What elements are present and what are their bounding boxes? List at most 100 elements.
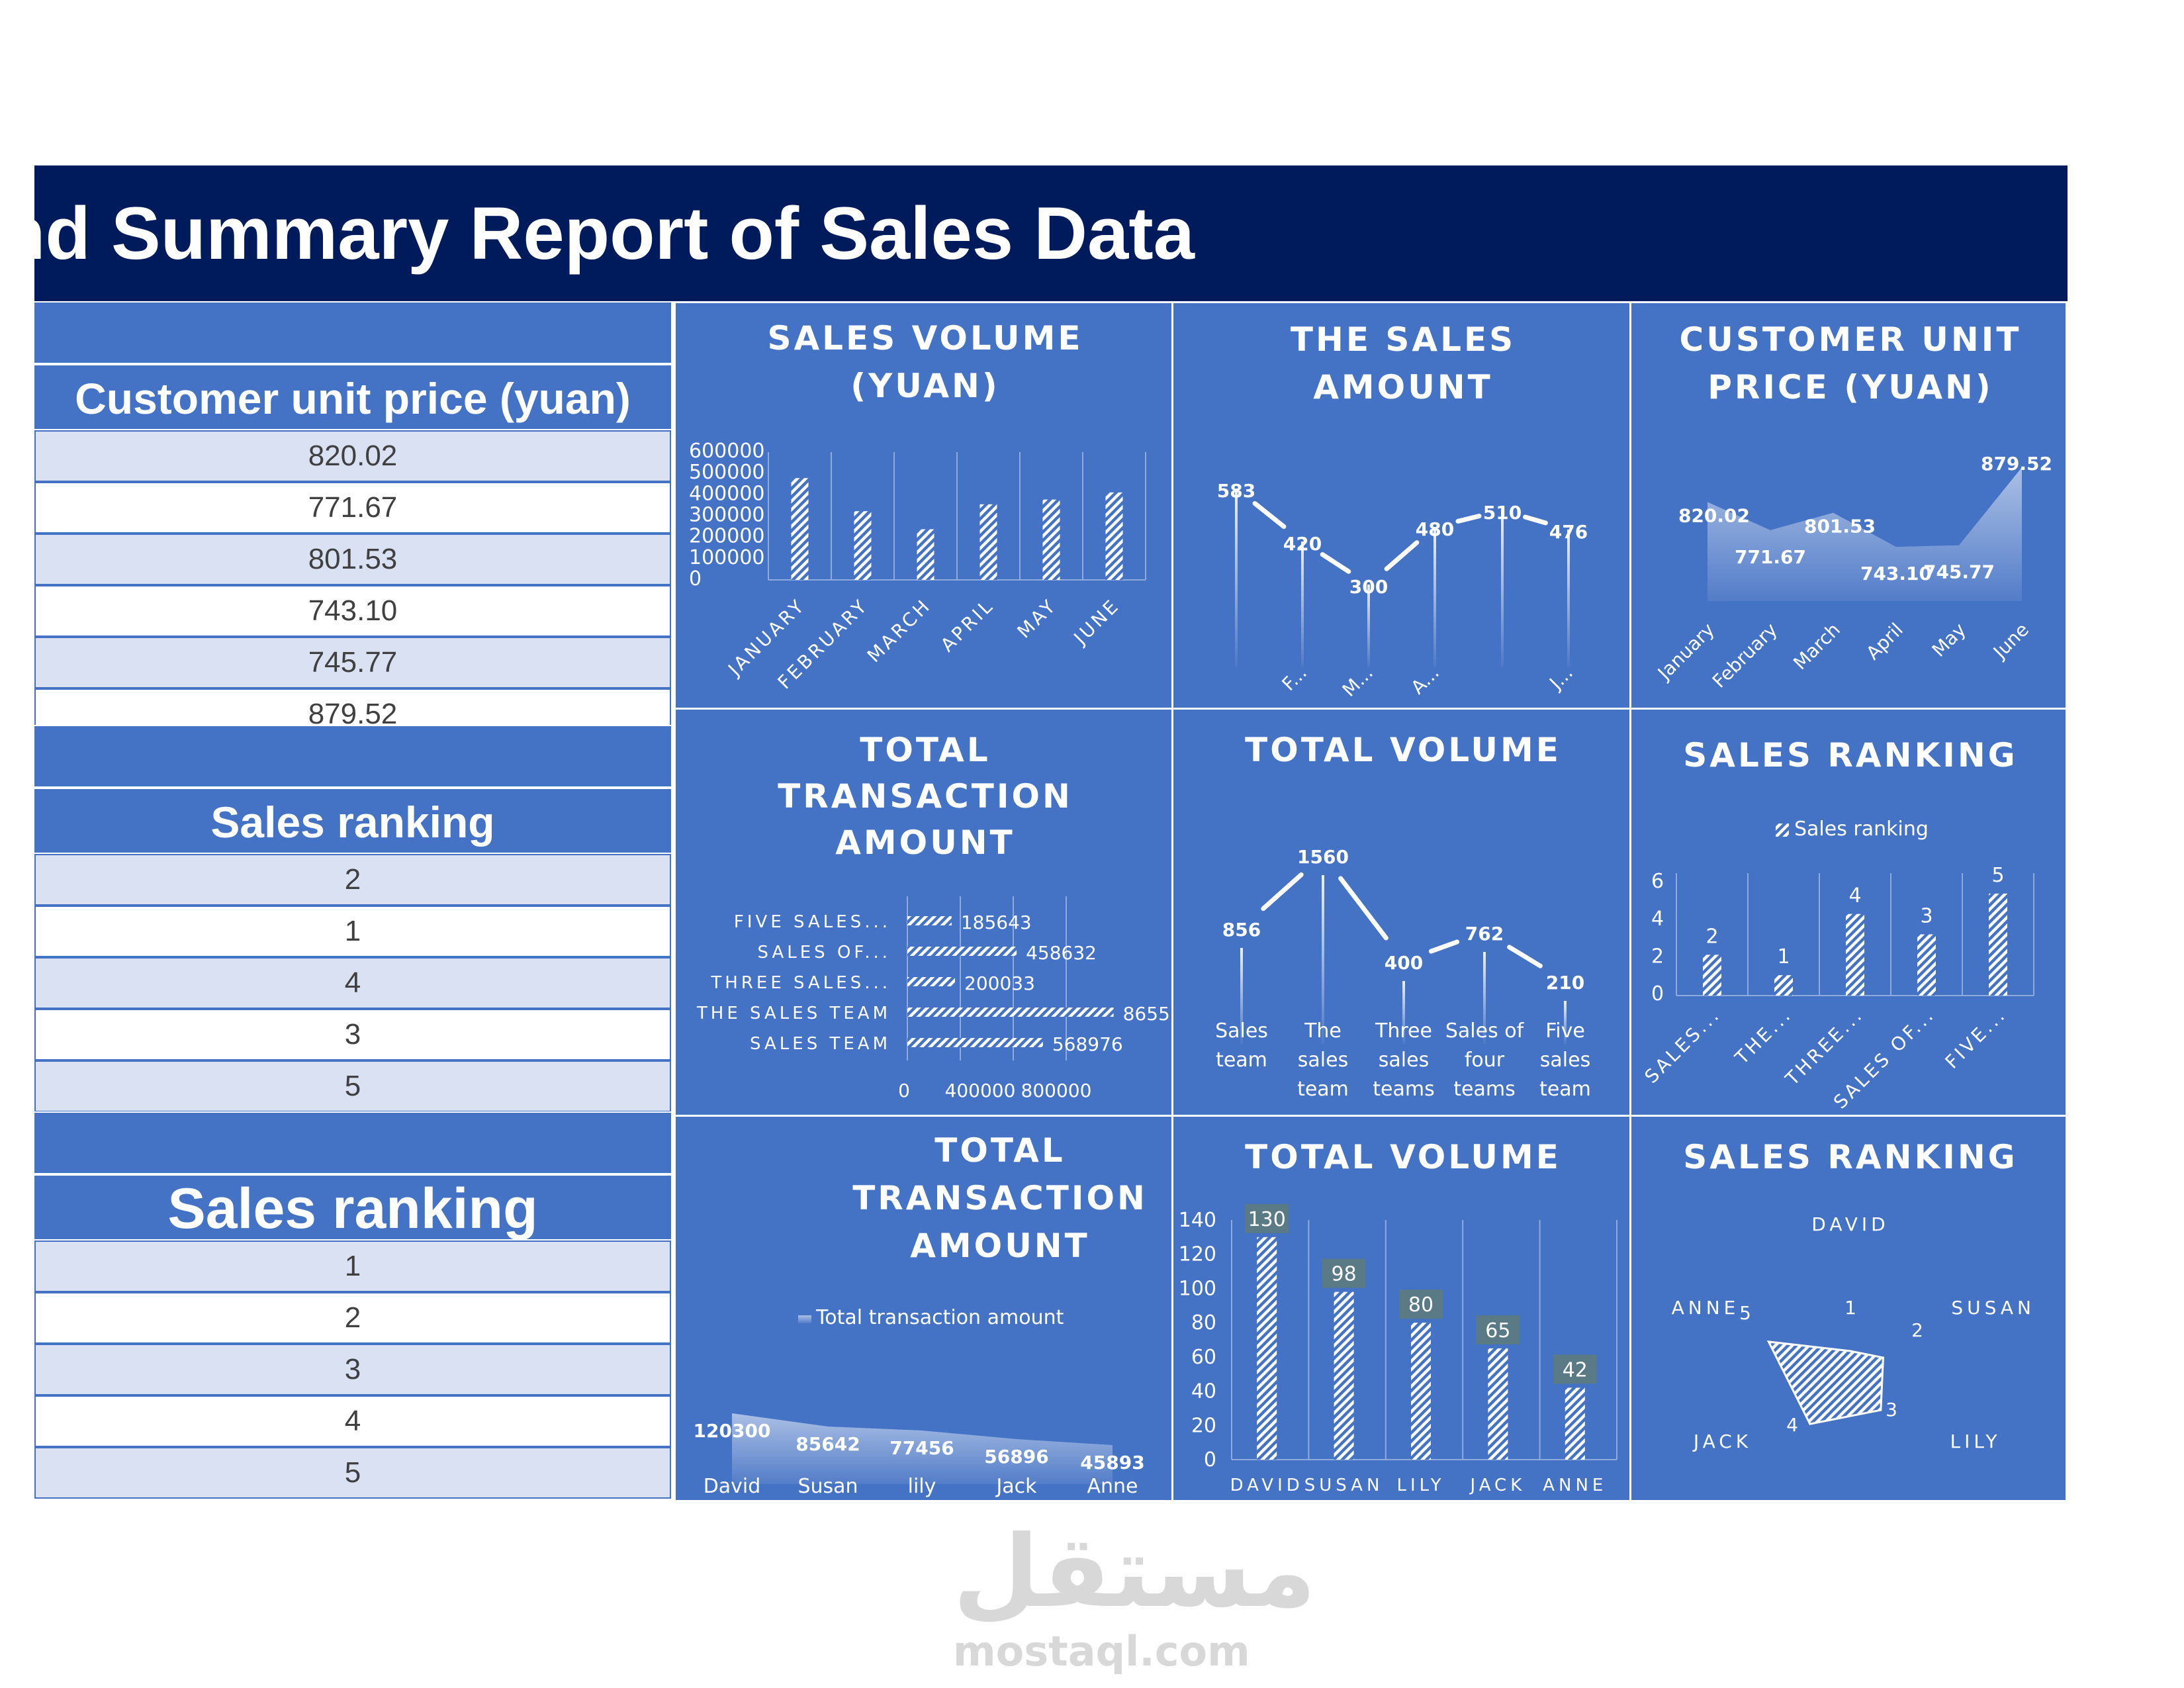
panel-sales-volume: SALES VOLUME (YUAN) 600000 500000 400000 3000… — [674, 301, 1173, 710]
watermark-arabic: مستقل — [953, 1515, 1316, 1630]
table-row: 4 — [34, 1395, 671, 1447]
data-label: 856 — [1222, 919, 1261, 941]
chart-title: AMOUNT — [1313, 368, 1493, 406]
drop-line — [1367, 585, 1370, 667]
data-label: 120300 — [694, 1420, 771, 1442]
y-tick-label: 20 — [1191, 1414, 1216, 1437]
chart-sales-ranking-radar: SALES RANKING DAVID SUSAN LILY JACK ANNE 1 2 3 4 5 — [1672, 1138, 2035, 1452]
legend-swatch — [1776, 823, 1789, 837]
drop-line — [1501, 510, 1504, 667]
x-tick-label: sales — [1540, 1049, 1590, 1072]
bar — [1917, 934, 1936, 996]
x-tick-label: MAY — [1013, 594, 1061, 643]
table-row: 1 — [34, 1241, 671, 1292]
y-tick-label: 0 — [689, 567, 702, 590]
x-tick-label: Five — [1545, 1019, 1585, 1043]
panel-customer-unit-price: CUSTOMER UNIT PRICE (YUAN) 820.02 January 77… — [1629, 301, 2068, 710]
y-tick-label: 4 — [1651, 908, 1664, 931]
data-label: 510 — [1483, 502, 1522, 524]
area — [1707, 467, 2022, 601]
data-label: 4 — [1786, 1414, 1798, 1436]
drop-line — [1483, 952, 1486, 1044]
x-tick-label: SALES... — [1641, 1004, 1725, 1088]
x-tick-label: sales — [1298, 1049, 1348, 1072]
category-label: ANNE — [1672, 1297, 1740, 1319]
y-tick-label: 100 — [1179, 1277, 1216, 1300]
line-segment — [1338, 876, 1388, 941]
data-label: 300 — [1349, 576, 1388, 598]
data-label: 4 — [1848, 884, 1861, 908]
panel-total-volume-line: TOTAL VOLUME 856 Sales team 1560 The sales team… — [1171, 708, 1631, 1117]
x-tick-label: Sales of — [1445, 1019, 1525, 1043]
data-label: 745.77 — [1923, 561, 1995, 583]
data-label: 98 — [1332, 1263, 1357, 1286]
data-label: 42 — [1563, 1358, 1588, 1382]
x-tick-label: JUNE — [1069, 594, 1124, 650]
y-tick-label: 6 — [1651, 870, 1664, 893]
y-tick-label: 0 — [1204, 1448, 1216, 1472]
data-label: 2 — [1911, 1319, 1923, 1341]
data-label: 762 — [1465, 923, 1504, 945]
bar — [1411, 1323, 1431, 1460]
data-label: 568976 — [1052, 1033, 1123, 1055]
x-tick-label: Anne — [1087, 1475, 1138, 1498]
x-tick-label: Three — [1375, 1019, 1432, 1043]
x-tick-label: Sales — [1215, 1019, 1268, 1043]
table-row: 1 — [34, 906, 671, 957]
bar — [1846, 914, 1864, 996]
data-label: 130 — [1248, 1208, 1286, 1231]
x-tick-label: team — [1216, 1049, 1267, 1072]
data-label: 476 — [1549, 521, 1588, 543]
data-label: 865513 — [1123, 1003, 1175, 1025]
bar — [907, 1038, 1043, 1047]
bar — [1042, 499, 1060, 580]
category-label: SUSAN — [1951, 1297, 2035, 1319]
data-label: 458632 — [1026, 942, 1097, 964]
chart-title: TOTAL — [934, 1131, 1065, 1170]
data-label-box — [1399, 1289, 1443, 1319]
data-label: 3 — [1920, 905, 1933, 928]
report-title: nd Summary Report of Sales Data — [34, 192, 1195, 275]
drop-line — [1240, 948, 1243, 1044]
table-row: 745.77 — [34, 637, 671, 688]
x-tick-label: APRIL — [936, 594, 999, 657]
bar — [917, 529, 934, 580]
x-tick-label: February — [1708, 619, 1782, 692]
radar-area — [1766, 1340, 1885, 1425]
panel-sales-ranking-radar: SALES RANKING DAVID SUSAN LILY JACK ANNE 1 2 3 4 5 — [1629, 1115, 2068, 1502]
data-label: 210 — [1546, 972, 1584, 994]
data-label: 80 — [1408, 1293, 1433, 1317]
drop-line — [1564, 1001, 1567, 1044]
x-tick-label: April — [1862, 619, 1907, 665]
line-segment — [1320, 552, 1351, 574]
table-row: 743.10 — [34, 585, 671, 637]
x-tick-label: Jack — [995, 1475, 1037, 1498]
x-tick-label: MARCH — [863, 594, 936, 667]
panel-the-sales-amount: THE SALES AMOUNT 583 420 F... 300 M... 480 A... 5… — [1171, 301, 1631, 710]
bar — [907, 916, 952, 925]
x-tick-label: May — [1928, 619, 1970, 661]
y-tick-label: 0 — [1651, 982, 1664, 1006]
drop-line — [1567, 530, 1570, 667]
data-label: 583 — [1217, 480, 1255, 502]
chart-customer-unit-price: CUSTOMER UNIT PRICE (YUAN) 820.02 January 77… — [1653, 320, 2052, 692]
bar — [1334, 1291, 1354, 1460]
data-label: 65 — [1485, 1319, 1510, 1342]
x-tick-label: F... — [1278, 662, 1311, 695]
x-tick-label: March — [1789, 619, 1844, 675]
data-label: 77456 — [889, 1437, 954, 1459]
x-tick-label: FIVE... — [1941, 1004, 2011, 1073]
table-3-spacer — [34, 1111, 671, 1174]
y-tick-label: FIVE SALES... — [734, 912, 891, 932]
table-2-spacer — [34, 725, 671, 788]
x-tick-label: four — [1465, 1049, 1505, 1072]
chart-title: (YUAN) — [850, 367, 1000, 405]
watermark-latin: mostaql.com — [953, 1627, 1250, 1675]
area — [732, 1413, 1113, 1484]
x-tick-label: 800000 — [1021, 1080, 1092, 1102]
table-row: 2 — [34, 854, 671, 906]
data-label: 1560 — [1297, 846, 1349, 868]
x-tick-label: January — [1653, 619, 1719, 685]
x-tick-label: J... — [1544, 662, 1576, 694]
data-label: 3 — [1886, 1399, 1897, 1421]
